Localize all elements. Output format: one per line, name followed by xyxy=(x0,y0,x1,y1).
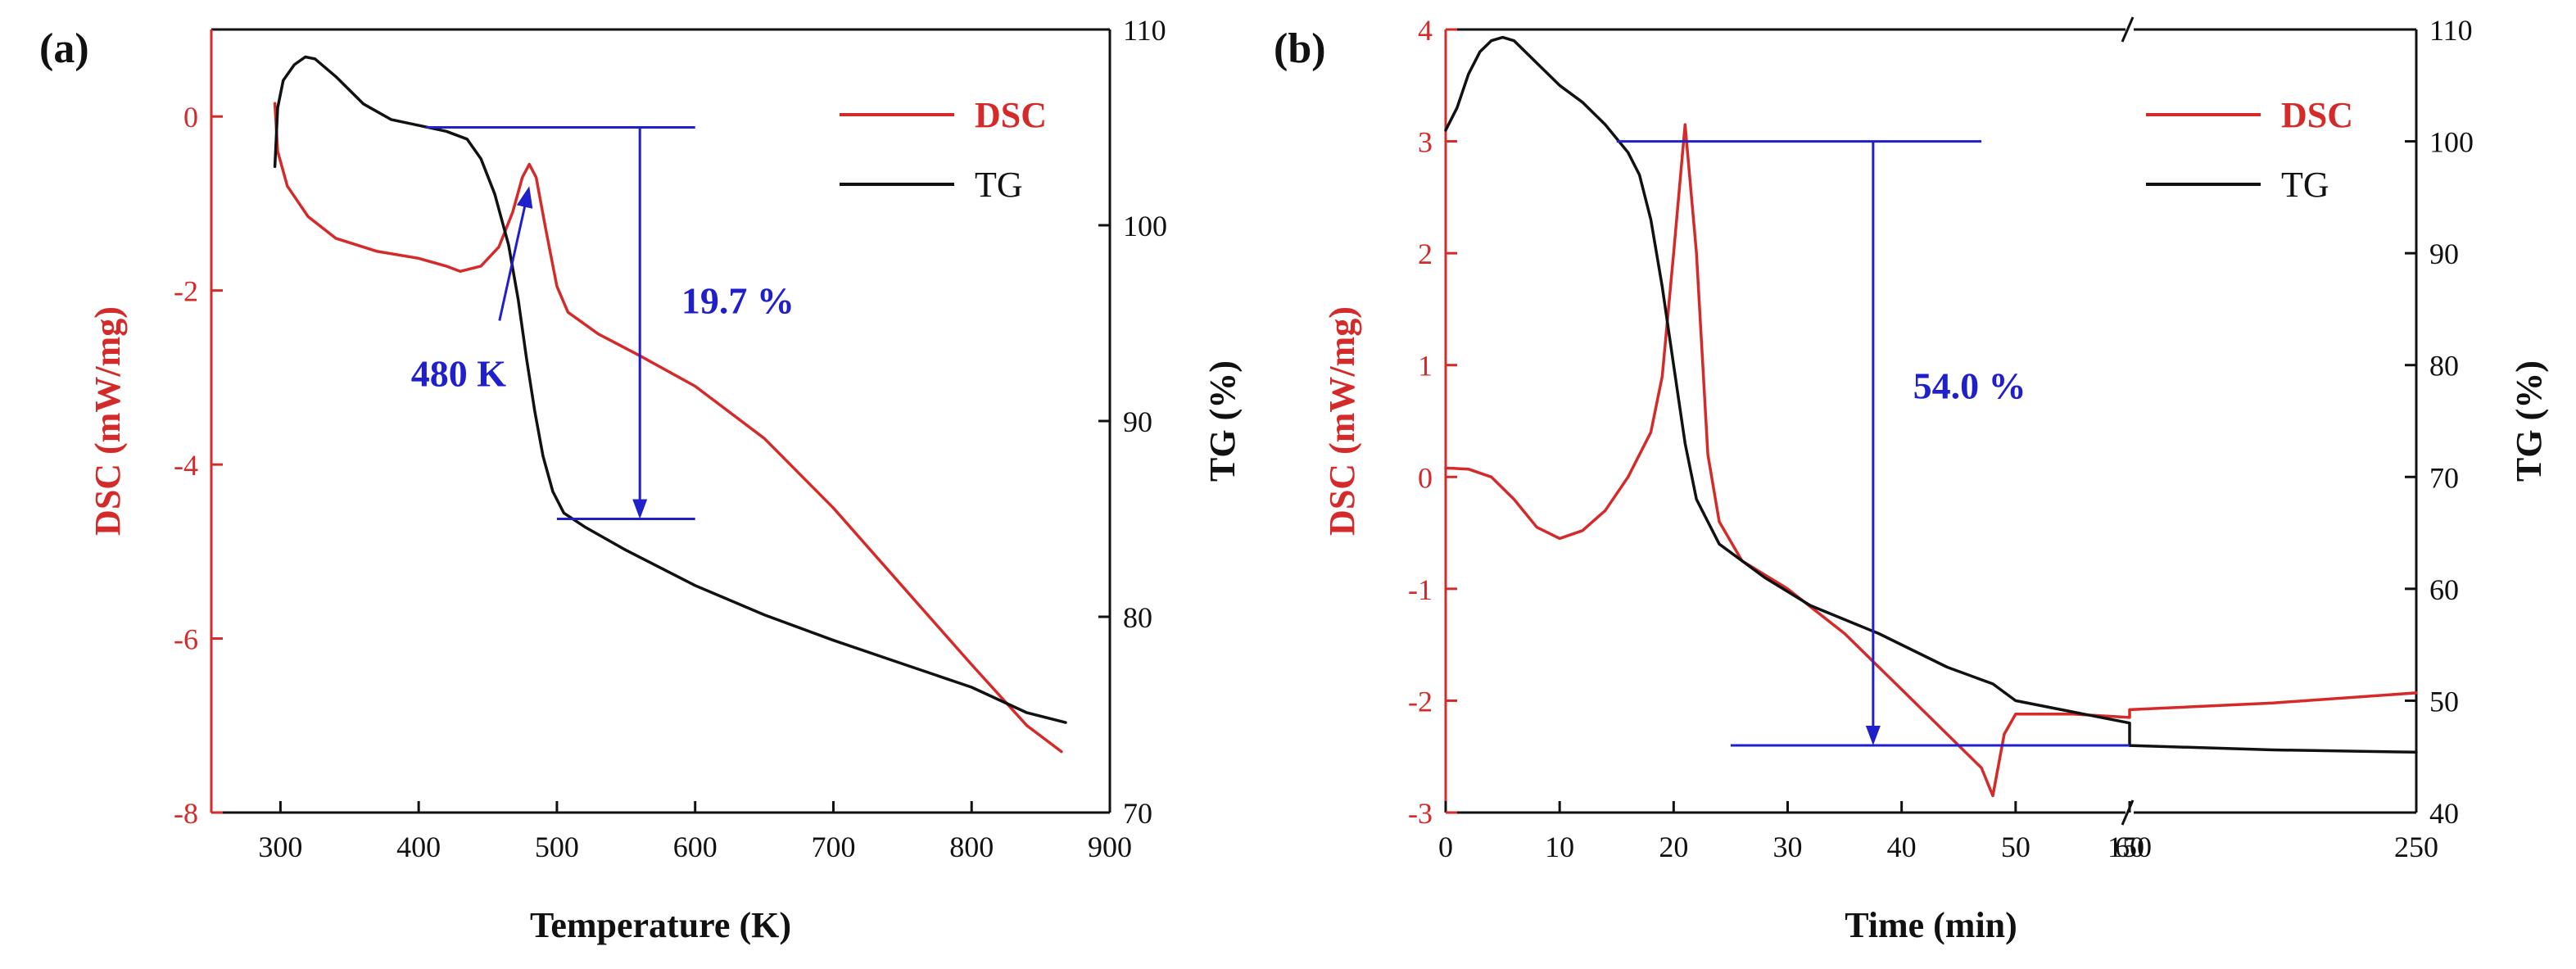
y-left-tick-label: -4 xyxy=(174,449,198,482)
y-right-tick-label: 110 xyxy=(2429,14,2473,47)
y-left-axis-title: DSC (mW/mg) xyxy=(1322,306,1362,536)
y-left-tick-label: 4 xyxy=(1418,14,1433,47)
peak-arrow-head xyxy=(516,186,533,209)
mass-loss-arrow-head xyxy=(632,499,648,519)
y-left-tick-label: -8 xyxy=(174,797,198,830)
tg-series-line xyxy=(273,55,1067,724)
panel-a: 300 400 500 600 700 800 900 -8 -6 -4 -2 0 70 80 90 100 1… xyxy=(39,14,1243,945)
x-tick-label: 40 xyxy=(1887,831,1917,863)
y-left-tick-label: 3 xyxy=(1418,126,1433,159)
y-left-tick-label: -2 xyxy=(174,275,198,308)
x-tick-label: 150 xyxy=(2107,831,2152,863)
y-right-tick-label: 110 xyxy=(1123,14,1166,47)
y-right-tick-label: 50 xyxy=(2429,685,2459,718)
legend-label-dsc: DSC xyxy=(975,95,1047,135)
legend-label-dsc: DSC xyxy=(2281,95,2353,135)
mass-loss-label: 19.7 % xyxy=(681,280,795,322)
x-tick-label: 800 xyxy=(949,831,994,863)
axis-break-mark-bottom xyxy=(2121,799,2135,826)
mass-loss-arrow-head xyxy=(1865,726,1881,746)
y-right-tick-label: 80 xyxy=(1123,601,1152,634)
panel-label: (b) xyxy=(1274,25,1326,72)
mass-loss-label: 54.0 % xyxy=(1913,365,2026,407)
x-tick-label: 0 xyxy=(1438,831,1453,863)
y-right-tick-label: 100 xyxy=(2429,126,2474,159)
x-tick-label: 50 xyxy=(2001,831,2030,863)
x-tick-label: 250 xyxy=(2394,831,2438,863)
x-tick-label: 900 xyxy=(1088,831,1132,863)
y-left-tick-label: 0 xyxy=(1418,461,1433,494)
y-left-axis-title: DSC (mW/mg) xyxy=(88,306,128,536)
y-left-tick-label: 2 xyxy=(1418,238,1433,270)
x-axis-title: Time (min) xyxy=(1845,905,2017,945)
y-left-tick-label: -6 xyxy=(174,623,198,656)
x-axis-title: Temperature (K) xyxy=(530,905,791,945)
y-right-axis-title: TG (%) xyxy=(2509,360,2549,482)
y-right-axis-title: TG (%) xyxy=(1202,360,1243,482)
x-tick-label: 20 xyxy=(1659,831,1688,863)
y-right-tick-label: 40 xyxy=(2429,797,2459,830)
y-right-tick-label: 60 xyxy=(2429,573,2459,606)
x-tick-label: 400 xyxy=(396,831,441,863)
x-tick-label: 10 xyxy=(1545,831,1574,863)
x-tick-label: 600 xyxy=(673,831,718,863)
axis-break-mark-top xyxy=(2121,16,2135,43)
y-right-tick-label: 70 xyxy=(1123,797,1152,830)
x-tick-label: 500 xyxy=(535,831,579,863)
tg-series-line xyxy=(1444,35,2418,754)
dsc-series-line xyxy=(273,102,1063,754)
x-tick-label: 700 xyxy=(811,831,855,863)
y-right-tick-label: 100 xyxy=(1123,210,1167,242)
dsc-series-line xyxy=(1444,123,2418,798)
x-tick-label: 60 xyxy=(2115,831,2144,863)
y-right-tick-label: 90 xyxy=(2429,238,2459,270)
axis-break-gap xyxy=(2126,26,2134,33)
panel-label: (a) xyxy=(39,25,89,72)
y-right-tick-label: 80 xyxy=(2429,350,2459,383)
y-left-tick-label: -3 xyxy=(1408,797,1433,830)
legend-label-tg: TG xyxy=(975,165,1023,205)
legend-label-tg: TG xyxy=(2281,165,2329,205)
x-tick-label: 30 xyxy=(1773,831,1803,863)
y-left-tick-label: -2 xyxy=(1408,685,1433,718)
y-left-tick-label: 0 xyxy=(183,101,198,134)
peak-label: 480 K xyxy=(411,353,507,395)
y-left-tick-label: 1 xyxy=(1418,350,1433,383)
x-tick-label: 300 xyxy=(258,831,302,863)
y-right-tick-label: 70 xyxy=(2429,461,2459,494)
peak-arrow-shaft xyxy=(498,201,527,321)
y-right-tick-label: 90 xyxy=(1123,405,1152,438)
y-left-tick-label: -1 xyxy=(1408,573,1433,606)
